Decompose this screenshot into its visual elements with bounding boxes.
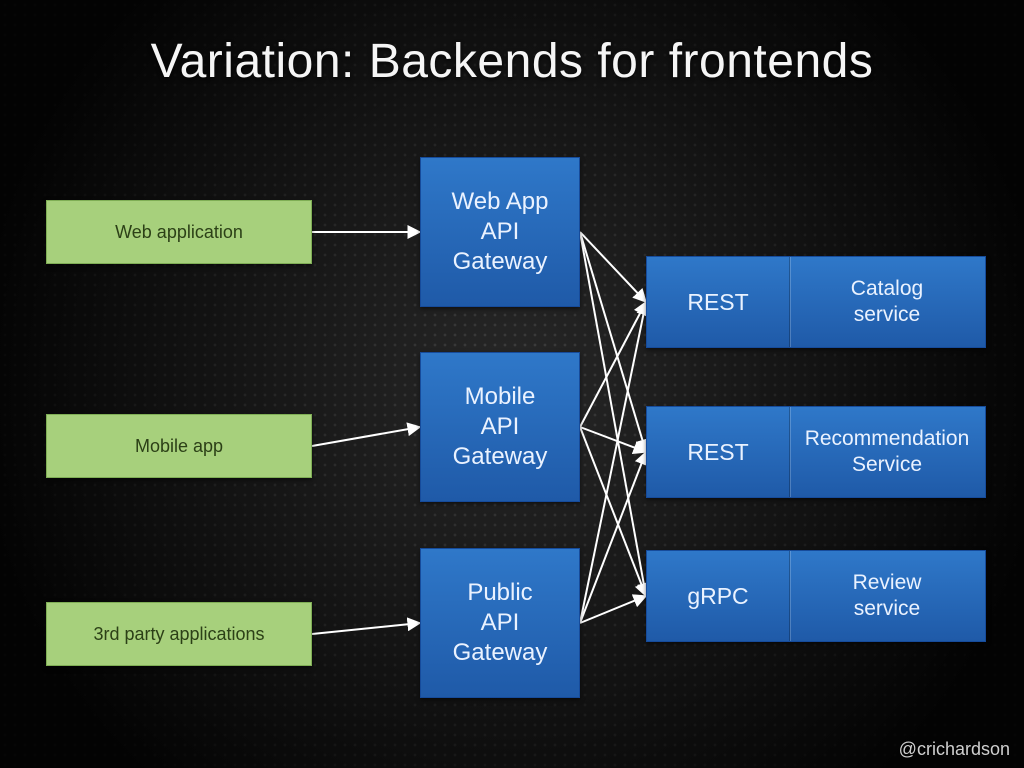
node-client-web: Web application (46, 200, 312, 264)
author-credit: @crichardson (899, 739, 1010, 760)
node-gw-public: Public API Gateway (420, 548, 580, 698)
node-svc-reco: RESTRecommendation Service (646, 406, 986, 498)
service-divider (789, 257, 791, 347)
service-label: Review service (789, 566, 985, 627)
service-label: Catalog service (789, 272, 985, 333)
node-gw-web: Web App API Gateway (420, 157, 580, 307)
node-client-mobile: Mobile app (46, 414, 312, 478)
service-divider (789, 551, 791, 641)
node-label: Public API Gateway (447, 574, 554, 672)
node-label: Web application (109, 217, 249, 248)
node-svc-review: gRPCReview service (646, 550, 986, 642)
service-protocol: REST (647, 257, 789, 347)
service-protocol: REST (647, 407, 789, 497)
node-label: Mobile app (129, 431, 229, 462)
slide-title: Variation: Backends for frontends (0, 34, 1024, 89)
node-svc-catalog: RESTCatalog service (646, 256, 986, 348)
node-label: Web App API Gateway (446, 183, 555, 281)
service-divider (789, 407, 791, 497)
service-label: Recommendation Service (789, 422, 985, 483)
node-client-3p: 3rd party applications (46, 602, 312, 666)
service-protocol: gRPC (647, 551, 789, 641)
node-label: 3rd party applications (87, 619, 270, 650)
node-label: Mobile API Gateway (447, 378, 554, 476)
node-gw-mobile: Mobile API Gateway (420, 352, 580, 502)
